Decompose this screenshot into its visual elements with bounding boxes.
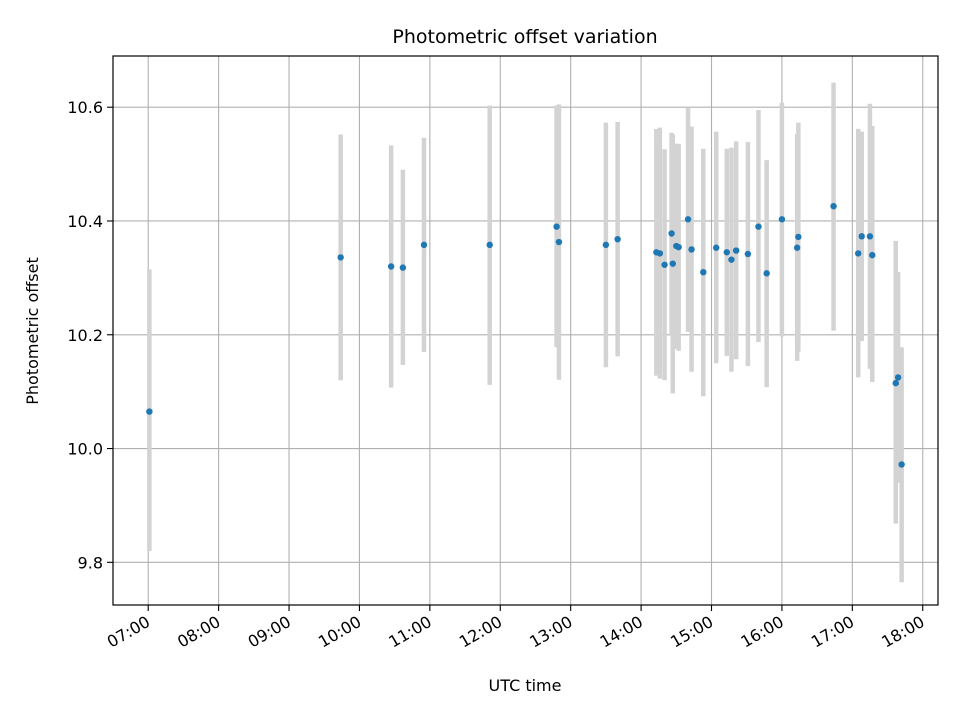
data-point xyxy=(420,241,428,249)
data-point xyxy=(728,256,735,263)
data-point xyxy=(795,233,802,241)
data-point xyxy=(688,246,695,253)
y-tick-label: 10.0 xyxy=(67,440,103,459)
data-point xyxy=(793,244,801,251)
y-tick-label: 10.2 xyxy=(67,326,103,345)
chart-title: Photometric offset variation xyxy=(392,26,657,48)
data-point xyxy=(675,243,682,251)
data-point xyxy=(614,235,621,243)
data-point xyxy=(858,233,865,240)
data-point xyxy=(700,268,707,276)
x-axis-label: UTC time xyxy=(489,676,562,695)
data-point xyxy=(713,244,720,251)
data-point xyxy=(661,261,668,268)
data-point xyxy=(553,223,560,230)
data-point xyxy=(894,374,902,381)
data-point xyxy=(486,241,493,249)
data-point xyxy=(387,263,395,270)
y-tick-label: 9.8 xyxy=(78,553,103,572)
data-point xyxy=(555,238,563,246)
y-axis: 9.8 10.0 10.2 10.4 10.6 xyxy=(67,98,113,572)
data-point xyxy=(669,260,676,267)
y-tick-label: 10.6 xyxy=(67,98,103,117)
data-point xyxy=(668,230,675,237)
data-point xyxy=(869,251,876,259)
data-point xyxy=(732,247,740,254)
plot-frame xyxy=(112,55,939,606)
grid xyxy=(113,56,938,605)
data-point xyxy=(755,223,762,230)
data-point xyxy=(684,216,692,223)
data-point xyxy=(146,408,153,415)
y-tick-label: 10.4 xyxy=(67,212,103,231)
data-point xyxy=(602,241,610,249)
data-point xyxy=(337,254,344,261)
data-point xyxy=(763,270,770,277)
data-point xyxy=(656,250,664,257)
data-point xyxy=(399,264,407,271)
data-point xyxy=(854,250,862,257)
data-point xyxy=(830,202,837,210)
data-point xyxy=(744,250,752,258)
y-axis-label: Photometric offset xyxy=(23,257,42,405)
data-points xyxy=(146,202,905,468)
data-point xyxy=(892,379,899,387)
data-point xyxy=(778,216,786,223)
data-point xyxy=(898,461,905,468)
data-point xyxy=(866,233,874,240)
data-point xyxy=(723,249,730,256)
